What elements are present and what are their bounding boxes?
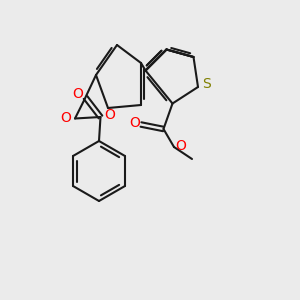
Text: O: O (61, 112, 71, 125)
Text: O: O (104, 108, 115, 122)
Text: O: O (73, 88, 83, 101)
Text: O: O (129, 116, 140, 130)
Text: O: O (175, 139, 186, 152)
Text: S: S (202, 77, 211, 91)
